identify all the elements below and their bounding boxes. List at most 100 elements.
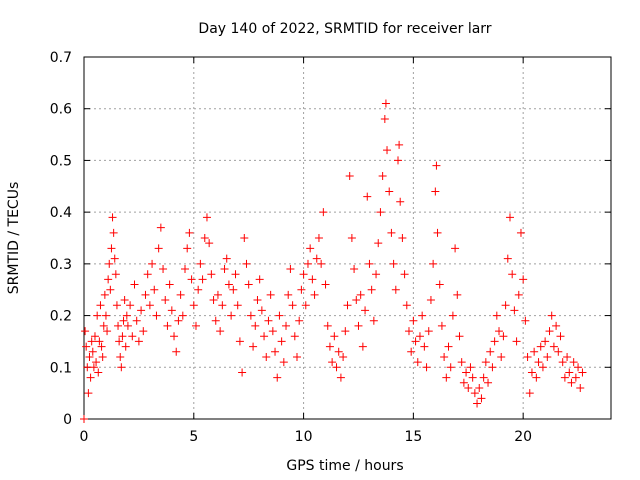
data-point bbox=[432, 161, 441, 170]
data-point bbox=[110, 254, 119, 263]
data-point bbox=[411, 337, 420, 346]
data-point bbox=[453, 290, 462, 299]
data-point bbox=[477, 394, 486, 403]
data-point bbox=[565, 368, 574, 377]
data-point bbox=[207, 270, 216, 279]
data-point bbox=[165, 280, 174, 289]
data-point bbox=[310, 290, 319, 299]
data-point bbox=[80, 415, 88, 423]
data-point bbox=[512, 337, 521, 346]
data-point bbox=[415, 332, 424, 341]
data-point bbox=[163, 321, 172, 330]
data-point bbox=[541, 337, 550, 346]
data-point bbox=[554, 347, 563, 356]
data-point bbox=[339, 352, 348, 361]
data-point bbox=[178, 311, 187, 320]
data-point bbox=[343, 301, 352, 310]
data-point bbox=[200, 234, 209, 242]
data-point bbox=[202, 213, 211, 222]
data-point bbox=[497, 352, 506, 361]
data-point bbox=[137, 306, 146, 315]
data-point bbox=[161, 296, 170, 305]
data-point bbox=[297, 285, 306, 294]
data-point bbox=[402, 301, 411, 310]
data-point bbox=[150, 285, 159, 294]
data-point bbox=[94, 368, 103, 377]
data-point bbox=[466, 363, 475, 372]
data-point bbox=[383, 146, 392, 155]
data-point bbox=[571, 373, 580, 382]
data-point bbox=[253, 296, 262, 305]
data-point bbox=[170, 332, 179, 341]
data-point bbox=[132, 316, 141, 325]
data-point bbox=[111, 270, 120, 279]
data-point bbox=[534, 358, 543, 367]
data-point bbox=[394, 156, 403, 165]
data-point bbox=[560, 373, 569, 382]
data-point bbox=[128, 332, 137, 341]
data-point bbox=[479, 373, 488, 382]
data-point bbox=[381, 99, 390, 108]
data-point bbox=[82, 342, 91, 351]
data-point bbox=[341, 327, 350, 336]
x-axis: 0 5 10 15 20 bbox=[80, 57, 532, 445]
data-point bbox=[174, 316, 183, 325]
data-point bbox=[312, 254, 321, 263]
data-point bbox=[516, 228, 525, 237]
data-point bbox=[545, 327, 554, 336]
data-point bbox=[306, 244, 315, 253]
data-point bbox=[126, 301, 135, 310]
data-point bbox=[468, 373, 477, 382]
data-point bbox=[325, 342, 334, 351]
data-point bbox=[576, 383, 585, 392]
data-point bbox=[249, 342, 258, 351]
data-point bbox=[563, 352, 572, 361]
data-point bbox=[262, 352, 271, 361]
data-point bbox=[303, 259, 312, 268]
data-point bbox=[314, 234, 323, 242]
data-point bbox=[220, 265, 229, 274]
data-point bbox=[282, 321, 291, 330]
data-point bbox=[187, 275, 196, 284]
data-point bbox=[268, 327, 277, 336]
data-point bbox=[378, 171, 387, 180]
data-point bbox=[481, 358, 490, 367]
data-point bbox=[321, 280, 330, 289]
y-tick-label: 0.1 bbox=[50, 360, 72, 376]
data-point bbox=[148, 259, 157, 268]
data-point bbox=[181, 265, 190, 274]
data-point bbox=[185, 228, 194, 237]
data-point bbox=[501, 301, 510, 310]
data-point bbox=[330, 332, 339, 341]
data-point bbox=[251, 321, 260, 330]
data-point bbox=[319, 208, 328, 217]
data-point bbox=[290, 332, 299, 341]
data-point bbox=[143, 270, 152, 279]
data-point bbox=[462, 368, 471, 377]
data-point bbox=[299, 270, 308, 279]
data-point bbox=[260, 332, 269, 341]
data-point bbox=[114, 321, 123, 330]
data-point bbox=[387, 228, 396, 237]
data-point bbox=[279, 358, 288, 367]
data-point bbox=[363, 192, 372, 201]
data-point bbox=[141, 290, 150, 299]
data-point bbox=[123, 321, 132, 330]
data-point bbox=[213, 290, 222, 299]
data-point bbox=[356, 290, 365, 299]
data-point bbox=[159, 265, 168, 274]
data-point bbox=[527, 368, 536, 377]
data-point bbox=[499, 332, 508, 341]
data-point bbox=[85, 352, 94, 361]
data-point bbox=[332, 363, 341, 372]
data-point bbox=[118, 332, 127, 341]
data-point bbox=[284, 290, 293, 299]
data-point bbox=[100, 290, 109, 299]
data-point bbox=[525, 389, 534, 398]
data-points bbox=[80, 99, 587, 423]
data-point bbox=[98, 352, 107, 361]
data-point bbox=[139, 327, 148, 336]
grid bbox=[84, 57, 611, 419]
data-point bbox=[464, 383, 473, 392]
